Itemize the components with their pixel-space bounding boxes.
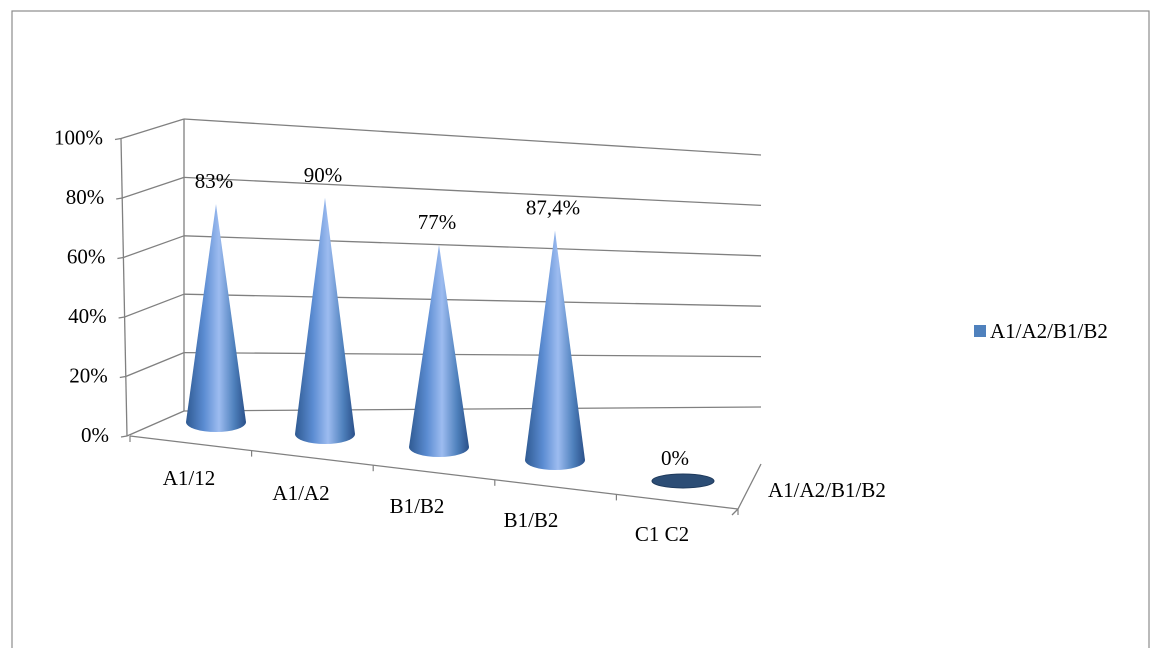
cone-bar	[295, 197, 355, 444]
cone-series	[186, 197, 715, 489]
tick-mark	[116, 197, 123, 200]
legend-swatch	[974, 325, 986, 337]
tick-mark	[731, 508, 739, 516]
y-tick-label: 0%	[81, 423, 109, 447]
cone-bar	[186, 204, 246, 432]
x-axis-line	[129, 435, 739, 510]
cone-bar	[409, 244, 469, 457]
plot-area	[114, 118, 762, 516]
side-gridline	[123, 235, 185, 259]
tick-mark	[118, 316, 125, 319]
category-label: B1/B2	[390, 494, 445, 518]
gridline	[183, 406, 762, 412]
data-label: 77%	[418, 210, 457, 234]
gridline	[183, 118, 762, 156]
y-tick-label: 80%	[66, 185, 105, 209]
side-gridline	[120, 118, 185, 140]
gridline	[183, 235, 762, 257]
category-label: A1/A2	[272, 481, 329, 505]
y-axis: 0% 20% 40% 60% 80% 100%	[54, 126, 109, 448]
gridline	[183, 176, 762, 207]
gridline	[183, 293, 762, 307]
side-gridline	[124, 293, 185, 318]
data-label: 0%	[661, 446, 689, 470]
x-axis: A1/12 A1/A2 B1/B2 B1/B2 C1 C2	[163, 466, 689, 546]
data-label: 87,4%	[526, 196, 580, 220]
legend-entry: A1/A2/B1/B2	[990, 319, 1108, 343]
y-axis-line	[120, 138, 128, 437]
cone-bar	[651, 473, 715, 489]
tick-mark	[117, 256, 124, 260]
category-label: A1/12	[163, 466, 216, 490]
y-tick-label: 60%	[67, 245, 106, 269]
cone-bar	[525, 230, 585, 470]
depth-axis-label: A1/A2/B1/B2	[768, 478, 886, 502]
data-labels: 83% 90% 77% 87,4% 0%	[195, 163, 689, 470]
chart-border	[11, 10, 1150, 653]
category-label: C1 C2	[635, 522, 689, 546]
y-tick-label: 100%	[54, 126, 103, 150]
tick-mark	[114, 137, 122, 141]
y-tick-label: 20%	[69, 364, 108, 388]
data-label: 83%	[195, 169, 234, 193]
category-label: B1/B2	[504, 508, 559, 532]
side-gridline	[125, 351, 185, 378]
side-gridline	[126, 410, 185, 437]
gridline	[183, 351, 762, 358]
floor-edge	[737, 463, 762, 510]
legend: A1/A2/B1/B2	[974, 319, 1108, 343]
y-tick-label: 40%	[68, 304, 107, 328]
tick-mark	[119, 375, 126, 379]
data-label: 90%	[304, 163, 343, 187]
tick-mark	[120, 435, 128, 438]
side-gridline	[121, 176, 185, 199]
